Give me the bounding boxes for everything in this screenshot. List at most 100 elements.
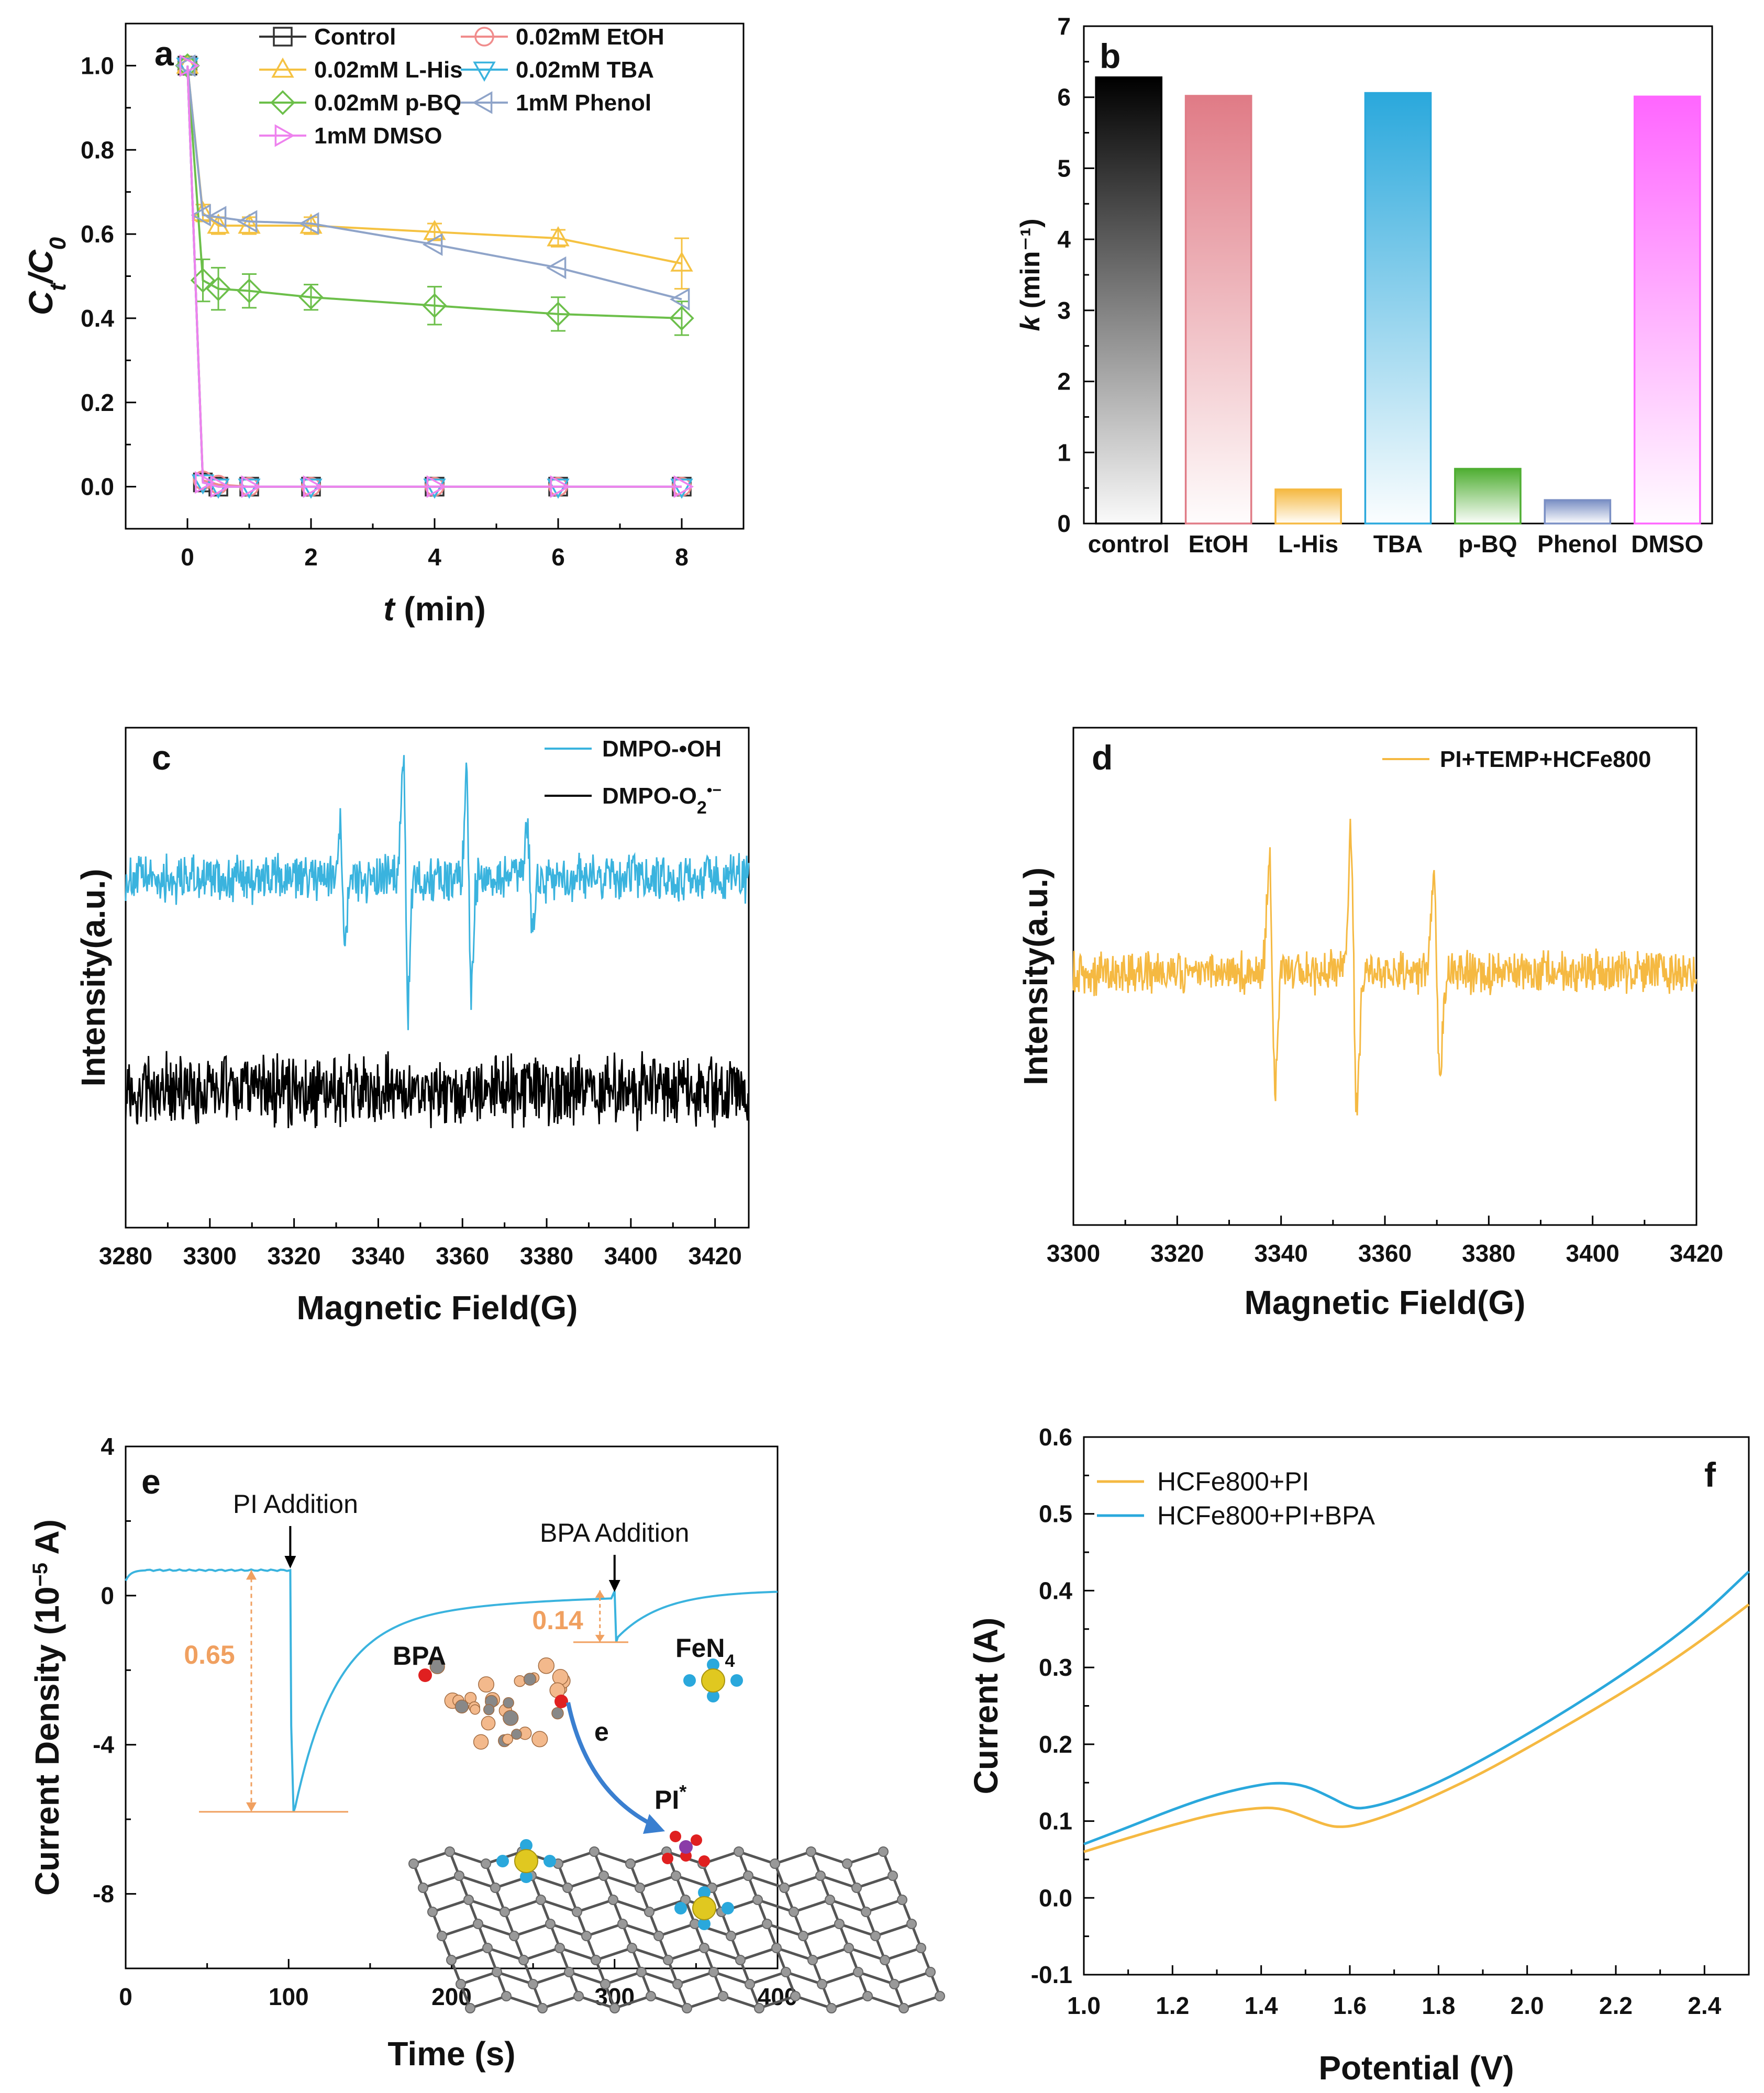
carbon-atom — [573, 1991, 584, 2001]
inset-fen4-label: FeN4 — [675, 1633, 735, 1671]
x-tick-label: 3320 — [267, 1242, 320, 1270]
fen4-base: FeN — [675, 1633, 725, 1663]
pi-sup: * — [679, 1781, 686, 1802]
data-point — [298, 212, 319, 235]
x-tick-label: 1.8 — [1422, 1992, 1455, 2019]
carbon-atom — [500, 1907, 510, 1917]
x-tick-label: 1.6 — [1333, 1992, 1367, 2019]
carbon-atom — [591, 1955, 601, 1965]
iron-atom — [514, 1849, 538, 1873]
ylabel-0: 0 — [45, 237, 71, 250]
x-axis-label: t (min) — [383, 590, 486, 628]
carbon-atom — [770, 1858, 780, 1869]
carbon-atom — [465, 2003, 475, 2013]
y-tick-label: 0.0 — [81, 473, 114, 500]
legend: DMPO-•OH DMPO-O2•− — [545, 736, 722, 818]
x-tick-label: 1.0 — [1067, 1992, 1101, 2019]
ylabel-unit: A) — [28, 1519, 66, 1563]
x-tick-label: 6 — [551, 543, 565, 571]
ylabel-unit: (min⁻¹) — [1015, 218, 1046, 316]
ylabel-t: t — [45, 282, 71, 291]
series-hcfe800-pi-bpa — [1083, 1570, 1750, 1845]
data-point — [670, 251, 693, 272]
y-tick-label: 0 — [101, 1582, 114, 1609]
x-axis-var: t — [383, 590, 396, 628]
y-tick-label: 4 — [1057, 226, 1071, 253]
legend-label: Control — [314, 24, 396, 50]
legend-sub: 2 — [697, 798, 707, 818]
carbon-atom — [851, 1883, 862, 1893]
x-tick-label: 3320 — [1150, 1240, 1204, 1267]
panel-b: control EtOH L-His TBA p-BQ Phenol DMSO 0 1 2 3 4 5 6… — [1015, 13, 1713, 558]
carbon-atom — [490, 1883, 501, 1893]
oxygen-atom — [418, 1668, 432, 1682]
inset-e-label: e — [594, 1717, 609, 1746]
x-tick-label: 1.2 — [1156, 1992, 1189, 2019]
data-point — [303, 475, 324, 498]
inset-schematic: BPA FeN4 e PI* — [393, 1633, 945, 2013]
pi-oxygen — [691, 1834, 702, 1846]
carbon-atom — [935, 1991, 945, 2001]
carbon-atom — [762, 1919, 772, 1929]
category-label: p-BQ — [1458, 530, 1517, 558]
panel-a: 0 2 4 6 80.00.20.40.60.81.0t (min)Ct/C0a Cont… — [22, 23, 745, 628]
nitrogen-atom — [698, 1918, 711, 1930]
y-tick-label: 4 — [101, 1433, 114, 1460]
data-point — [237, 210, 258, 233]
carbon-atom — [842, 1858, 852, 1869]
carbon-atom — [537, 2003, 548, 2013]
legend-label: 0.02mM TBA — [516, 57, 654, 83]
carbon-atom — [682, 2003, 692, 2013]
category-label: DMSO — [1631, 530, 1703, 558]
data-point — [670, 478, 693, 499]
x-tick-label: 2.0 — [1511, 1992, 1544, 2019]
legend-sup: •− — [707, 782, 722, 799]
pi-base: PI — [654, 1785, 679, 1814]
bpa-atom — [481, 1716, 496, 1731]
x-axis-label: Potential (V) — [1318, 2049, 1514, 2087]
x-tick-label: 3300 — [183, 1242, 237, 1270]
carbon-atom — [906, 1919, 917, 1929]
carbon-atom — [600, 1979, 611, 1989]
x-tick-label: 0 — [181, 543, 194, 571]
inset-bpa-label: BPA — [393, 1641, 446, 1671]
data-point — [237, 278, 262, 304]
ylabel-c: C — [22, 291, 60, 315]
x-tick-label: 2 — [304, 543, 318, 571]
x-tick-label: 3360 — [1358, 1240, 1412, 1267]
data-point — [669, 306, 694, 331]
data-point — [673, 475, 694, 498]
bar-phenol — [1544, 499, 1612, 525]
bpa-addition-label: BPA Addition — [540, 1518, 689, 1548]
ylabel-k: k — [1015, 315, 1046, 331]
x-tick-label: 3420 — [689, 1242, 742, 1270]
panel-label: c — [152, 738, 171, 777]
legend-marker — [473, 61, 496, 82]
carbon-atom — [473, 1919, 483, 1929]
data-point — [207, 478, 230, 499]
data-point — [298, 284, 324, 310]
data-point — [238, 478, 261, 499]
bpa-atom — [502, 1733, 513, 1745]
carbon-atom — [745, 1979, 755, 1989]
nitrogen-atom — [707, 1690, 719, 1702]
legend-label: 0.02mM EtOH — [516, 24, 664, 50]
bar-l-his — [1274, 488, 1342, 525]
delta1-arrowhead-top — [246, 1570, 257, 1580]
carbon-atom — [734, 1846, 744, 1857]
bpa-atom — [514, 1675, 526, 1687]
y-tick-label: 2 — [1057, 368, 1071, 395]
carbon-atom — [897, 1895, 907, 1905]
series-line — [186, 65, 682, 488]
carbon-atom — [636, 1967, 647, 1977]
carbon-atom — [445, 1846, 455, 1857]
carbon-atom — [598, 1871, 609, 1881]
carbon-atom — [708, 1967, 719, 1977]
y-tick-label: -8 — [93, 1880, 114, 1908]
carbon-atom — [446, 1955, 457, 1965]
legend-label: 0.02mM p-BQ — [314, 90, 461, 116]
y-tick-label: 1.0 — [81, 52, 114, 79]
y-tick-label: 0.3 — [1039, 1654, 1072, 1681]
y-tick-label: 0.4 — [1039, 1577, 1072, 1604]
y-tick-label: 0 — [1057, 510, 1071, 537]
